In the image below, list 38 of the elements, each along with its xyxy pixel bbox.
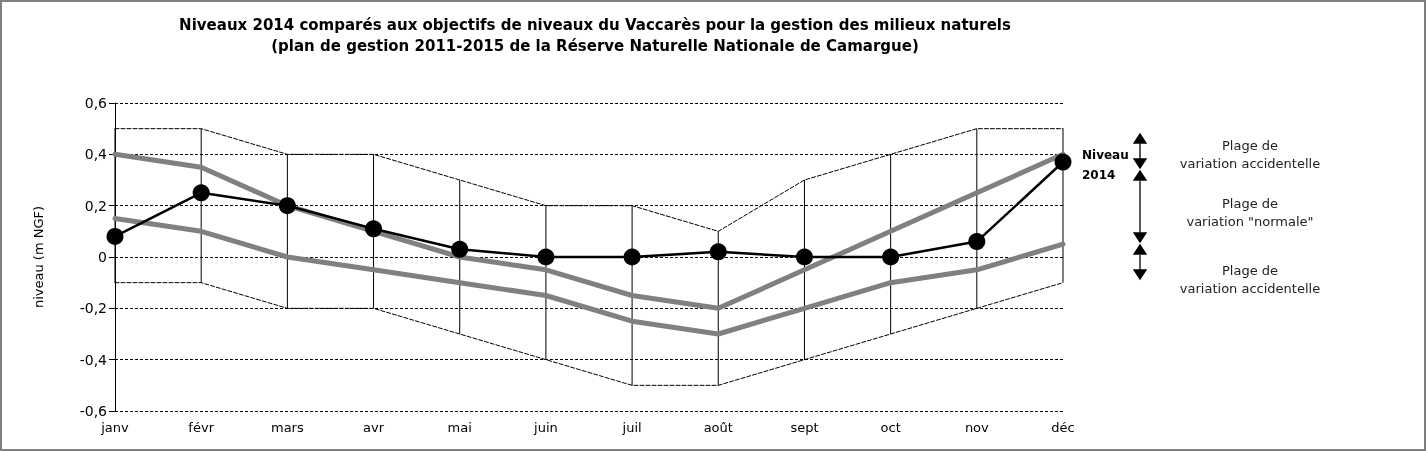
point (106, 227, 124, 245)
x-tick-label: août (703, 420, 733, 435)
point (623, 248, 641, 266)
y-tick-label: -0,6 (79, 403, 108, 419)
x-tick-label: janv (100, 420, 130, 435)
y-tick-label: 0 (98, 249, 107, 265)
chart-title: Niveaux 2014 comparés aux objectifs de niveaux du Vaccarès pour la gestion des milieux naturels (179, 15, 1011, 34)
x-tick-label: avr (363, 420, 385, 435)
text: Plage de variation accidentelle (1178, 137, 1322, 173)
x-tick-label: nov (964, 420, 990, 435)
x-tick-label: juil (621, 420, 642, 435)
point (795, 248, 813, 266)
x-tick-label: oct (880, 420, 901, 435)
point (1054, 153, 1072, 171)
y-tick-label: 0,4 (84, 146, 108, 163)
y-tick-label: 0,2 (84, 197, 107, 214)
x-tick-label: mai (447, 420, 472, 435)
legend-label: Niveau 2014 (1082, 148, 1133, 182)
point (537, 248, 555, 266)
x-tick-label: mars (270, 420, 304, 435)
x-tick-label: sept (790, 420, 819, 435)
y-tick-label: 0,6 (84, 95, 108, 111)
point (192, 184, 210, 202)
text: Plage de variation accidentelle (1178, 262, 1322, 298)
y-tick-label: -0,2 (79, 300, 107, 317)
point (882, 248, 900, 266)
point (278, 197, 296, 215)
point (365, 220, 383, 238)
x-tick-label: juin (533, 420, 558, 435)
chart-subtitle: (plan de gestion 2011-2015 de la Réserve Naturelle Nationale de Camargue) (271, 36, 919, 55)
y-axis-title: niveau (m NGF) (31, 205, 46, 309)
point (709, 243, 727, 261)
y-tick-label: -0,4 (79, 351, 108, 368)
x-tick-label: déc (1051, 420, 1075, 435)
x-tick-label: févr (188, 420, 215, 435)
point (451, 240, 469, 258)
point (968, 233, 986, 251)
text: Plage de variation "normale" (1185, 195, 1315, 231)
